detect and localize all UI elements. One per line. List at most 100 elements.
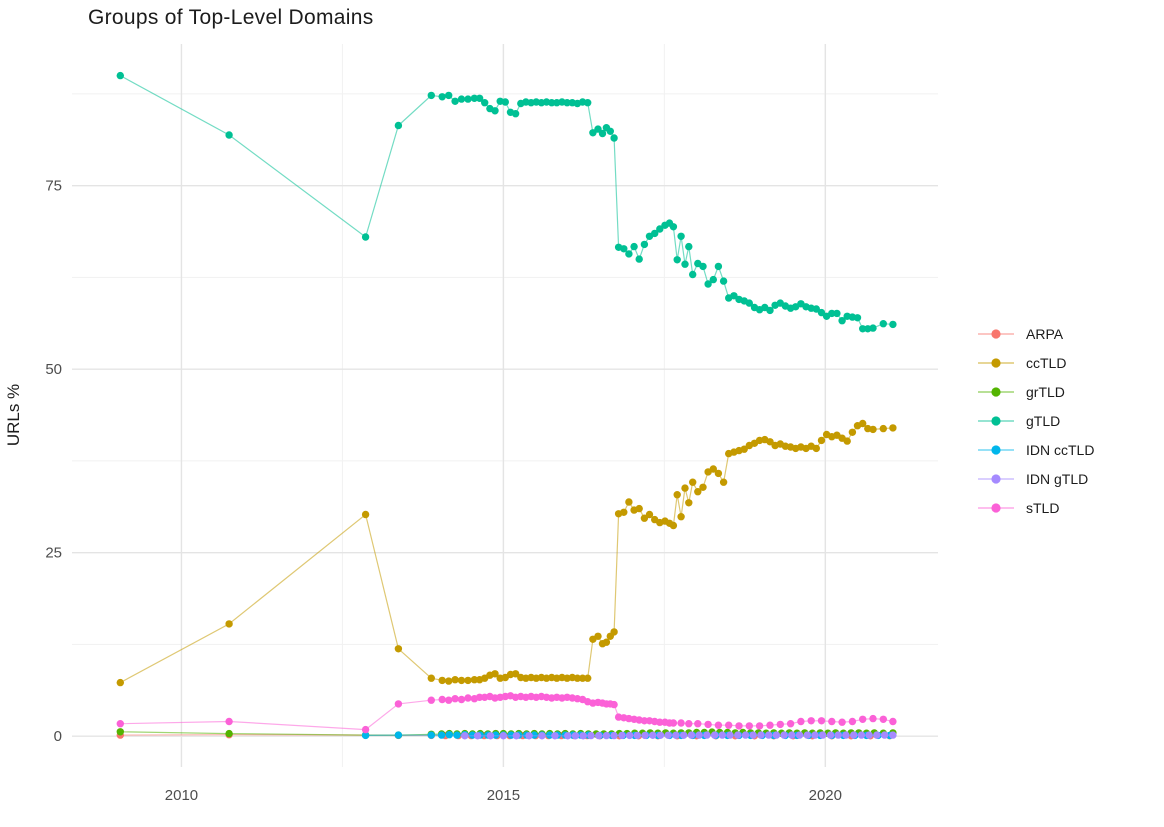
series-ccTLD-point — [445, 677, 453, 685]
series-gTLD-point — [598, 129, 607, 138]
chart-title: Groups of Top-Level Domains — [88, 6, 374, 29]
series-IDN-gTLD-point — [641, 731, 649, 740]
series-sTLD-point — [714, 721, 723, 729]
y-tick-label: 0 — [54, 728, 62, 745]
series-IDN-gTLD-point — [551, 732, 559, 740]
series-ccTLD-point — [719, 478, 728, 486]
series-gTLD-point — [745, 299, 753, 307]
series-IDN-gTLD-point — [803, 731, 811, 739]
legend-label: ARPA — [1026, 325, 1064, 342]
series-gTLD-point — [445, 91, 453, 100]
series-gTLD-point — [491, 107, 499, 115]
series-ccTLD-point — [889, 424, 897, 432]
series-ccTLD-point — [740, 445, 748, 453]
series-IDN-gTLD-point — [649, 731, 657, 739]
series-gTLD-point — [394, 121, 403, 130]
series-IDN-gTLD-point — [795, 731, 804, 739]
series-sTLD-point — [438, 695, 446, 704]
series-IDN-gTLD-point — [757, 731, 765, 739]
series-ccTLD-point — [694, 488, 702, 496]
legend-item-ccTLD: ccTLD — [976, 348, 1094, 377]
legend-label: IDN gTLD — [1026, 470, 1089, 487]
series-IDN-gTLD-point — [499, 732, 508, 740]
legend: ARPA ccTLD grTLD gTLD IDN ccTLD IDN gTLD sTLD — [976, 319, 1094, 522]
legend-label: IDN ccTLD — [1026, 441, 1095, 458]
series-gTLD-point — [677, 232, 685, 240]
series-ccTLD-point — [116, 678, 125, 687]
series-gTLD-point — [225, 131, 233, 139]
legend-key-icon — [978, 502, 1014, 513]
series-gTLD-point — [361, 233, 370, 241]
series-gTLD-point — [651, 229, 659, 238]
legend-key-icon — [978, 357, 1014, 368]
series-gTLD-point — [464, 95, 472, 103]
series-sTLD-point — [451, 695, 459, 703]
series-gTLD-point — [501, 98, 509, 106]
series-gTLD-point — [620, 245, 628, 253]
series-IDN-gTLD-point — [842, 731, 850, 739]
series-gTLD-point — [689, 270, 697, 279]
series-gTLD-point — [859, 325, 867, 333]
series-ccTLD-point — [594, 632, 602, 640]
series-sTLD-point — [869, 714, 877, 723]
series-gTLD-point — [681, 260, 689, 268]
y-tick-label: 50 — [45, 361, 62, 378]
legend-label: sTLD — [1026, 499, 1060, 516]
series-gTLD-point — [889, 320, 897, 329]
series-IDN-gTLD-point — [865, 731, 873, 739]
series-gTLD-point — [669, 223, 678, 231]
series-gTLD-point — [457, 95, 466, 103]
series-sTLD-point — [828, 717, 836, 726]
series-ccTLD-point — [645, 510, 654, 519]
series-gTLD-point — [640, 240, 649, 249]
series-ccTLD-point — [625, 498, 633, 506]
series-ccTLD-point — [394, 645, 403, 653]
series-IDN-gTLD-point — [780, 731, 788, 739]
series-gTLD-point — [673, 256, 681, 264]
series-grTLD-point — [225, 729, 233, 738]
series-gTLD-point — [438, 93, 446, 101]
series-sTLD-point — [879, 715, 887, 723]
series-IDN-gTLD-point — [834, 731, 842, 739]
series-IDN-gTLD-point — [749, 731, 757, 739]
series-IDN-gTLD-point — [587, 731, 595, 740]
series-ccTLD-point — [685, 499, 693, 507]
series-IDN-gTLD-point — [625, 731, 634, 740]
series-ccTLD-point — [859, 419, 867, 428]
series-gTLD-point — [481, 99, 489, 107]
series-sTLD-point — [225, 717, 233, 726]
series-ccTLD-point — [669, 521, 678, 530]
series-IDN-gTLD-point — [602, 731, 611, 740]
series-gTLD-point — [853, 314, 862, 322]
series-ccTLD-point — [677, 513, 685, 521]
series-sTLD-point — [457, 695, 466, 704]
series-IDN-gTLD-point — [734, 731, 742, 739]
series-sTLD-point — [656, 718, 664, 726]
legend-key-icon — [978, 328, 1014, 339]
series-ccTLD-point — [817, 436, 826, 445]
series-sTLD-point — [427, 696, 435, 704]
legend-item-IDN-ccTLD: IDN ccTLD — [976, 435, 1094, 464]
series-sTLD-point — [694, 720, 702, 728]
series-gTLD-point — [116, 71, 125, 80]
series-IDN-gTLD-point — [538, 732, 546, 740]
series-sTLD-point — [807, 717, 815, 725]
series-sTLD-point — [817, 717, 826, 725]
series-sTLD-point — [361, 725, 370, 734]
series-IDN-ccTLD-point — [427, 731, 435, 739]
x-tick-label: 2020 — [809, 787, 842, 804]
legend-item-IDN-gTLD: IDN gTLD — [976, 464, 1094, 493]
legend-label: grTLD — [1026, 383, 1065, 400]
series-gTLD-point — [833, 309, 841, 318]
series-IDN-gTLD-point — [710, 731, 719, 739]
series-sTLD-point — [677, 719, 685, 727]
y-tick-label: 75 — [45, 178, 62, 195]
series-IDN-ccTLD-point — [445, 731, 453, 739]
series-sTLD-point — [766, 721, 774, 729]
series-sTLD-point — [725, 721, 733, 729]
series-IDN-gTLD-point — [880, 731, 889, 739]
series-gTLD-point — [704, 280, 712, 288]
series-sTLD-point — [735, 722, 743, 730]
series-ccTLD-point — [573, 674, 582, 682]
